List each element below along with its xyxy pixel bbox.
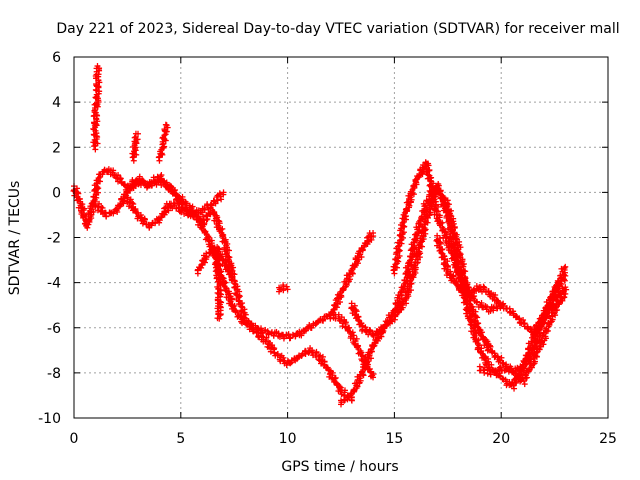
data-point xyxy=(80,214,87,221)
data-point xyxy=(158,214,165,221)
data-point xyxy=(208,240,215,247)
data-point xyxy=(75,190,82,197)
data-point xyxy=(216,228,223,235)
data-point xyxy=(258,325,265,332)
y-tick-label: 2 xyxy=(52,140,61,156)
data-point xyxy=(141,218,148,225)
data-point xyxy=(103,213,110,220)
y-tick-label: 4 xyxy=(52,95,61,111)
data-point xyxy=(171,189,178,196)
data-point xyxy=(285,331,292,338)
series-track-b xyxy=(92,176,377,381)
data-point xyxy=(175,204,182,211)
data-point xyxy=(117,201,124,208)
data-point xyxy=(331,375,338,382)
data-point xyxy=(224,250,231,257)
data-point xyxy=(334,382,341,389)
data-point xyxy=(229,305,236,312)
data-point xyxy=(130,201,137,208)
x-tick-label: 20 xyxy=(492,431,510,447)
data-point xyxy=(198,225,205,232)
data-point xyxy=(88,206,95,213)
data-point xyxy=(78,209,85,216)
data-point xyxy=(240,319,247,326)
x-tick-label: 5 xyxy=(176,431,185,447)
data-point xyxy=(236,293,243,300)
data-point xyxy=(188,204,195,211)
data-marks xyxy=(70,63,570,408)
x-tick-label: 25 xyxy=(599,431,617,447)
data-point xyxy=(226,290,233,297)
x-tick-label: 0 xyxy=(70,431,79,447)
data-point xyxy=(227,298,234,305)
data-point xyxy=(80,213,87,220)
y-tick-label: -4 xyxy=(47,276,61,292)
data-point xyxy=(339,323,346,330)
data-point xyxy=(161,205,168,212)
data-point xyxy=(149,182,156,189)
data-point xyxy=(370,374,377,381)
data-point xyxy=(250,328,257,335)
data-point xyxy=(367,368,374,375)
data-point xyxy=(271,349,278,356)
data-point xyxy=(292,333,299,340)
data-point xyxy=(120,181,127,188)
data-point xyxy=(346,328,353,335)
data-point xyxy=(214,214,221,221)
data-point xyxy=(320,316,327,323)
data-point xyxy=(74,189,81,196)
y-tick-label: -10 xyxy=(38,411,61,427)
x-tick-label: 15 xyxy=(385,431,403,447)
x-axis-label: GPS time / hours xyxy=(281,459,398,475)
y-tick-label: -8 xyxy=(47,366,61,382)
data-point xyxy=(298,352,305,359)
grid-layer xyxy=(74,57,608,418)
data-point xyxy=(321,361,328,368)
series-track-c xyxy=(124,189,227,231)
chart-title: Day 221 of 2023, Sidereal Day-to-day VTE… xyxy=(56,21,619,37)
y-tick-label: -2 xyxy=(47,231,61,247)
data-point xyxy=(344,325,351,332)
data-point xyxy=(315,356,322,363)
data-point xyxy=(330,376,337,383)
y-axis-label: SDTVAR / TECUs xyxy=(7,181,23,296)
x-tick-label: 10 xyxy=(279,431,297,447)
data-point xyxy=(183,200,190,207)
data-point xyxy=(110,210,117,217)
data-point xyxy=(352,338,359,345)
data-point xyxy=(98,207,105,214)
data-point xyxy=(318,360,325,367)
data-point xyxy=(244,320,251,327)
data-point xyxy=(351,340,358,347)
data-point xyxy=(288,359,295,366)
y-tick-label: 0 xyxy=(52,185,61,201)
data-point xyxy=(120,200,127,207)
data-point xyxy=(271,329,278,336)
data-point xyxy=(95,185,102,192)
data-point xyxy=(349,329,356,336)
data-point xyxy=(210,210,217,217)
data-point xyxy=(250,322,257,329)
data-point xyxy=(267,348,274,355)
data-point xyxy=(345,325,352,332)
data-point xyxy=(126,187,133,194)
y-tick-label: 6 xyxy=(52,50,61,66)
data-point xyxy=(99,171,106,178)
y-tick-label: -6 xyxy=(47,321,61,337)
data-point xyxy=(211,211,218,218)
data-point xyxy=(261,327,268,334)
